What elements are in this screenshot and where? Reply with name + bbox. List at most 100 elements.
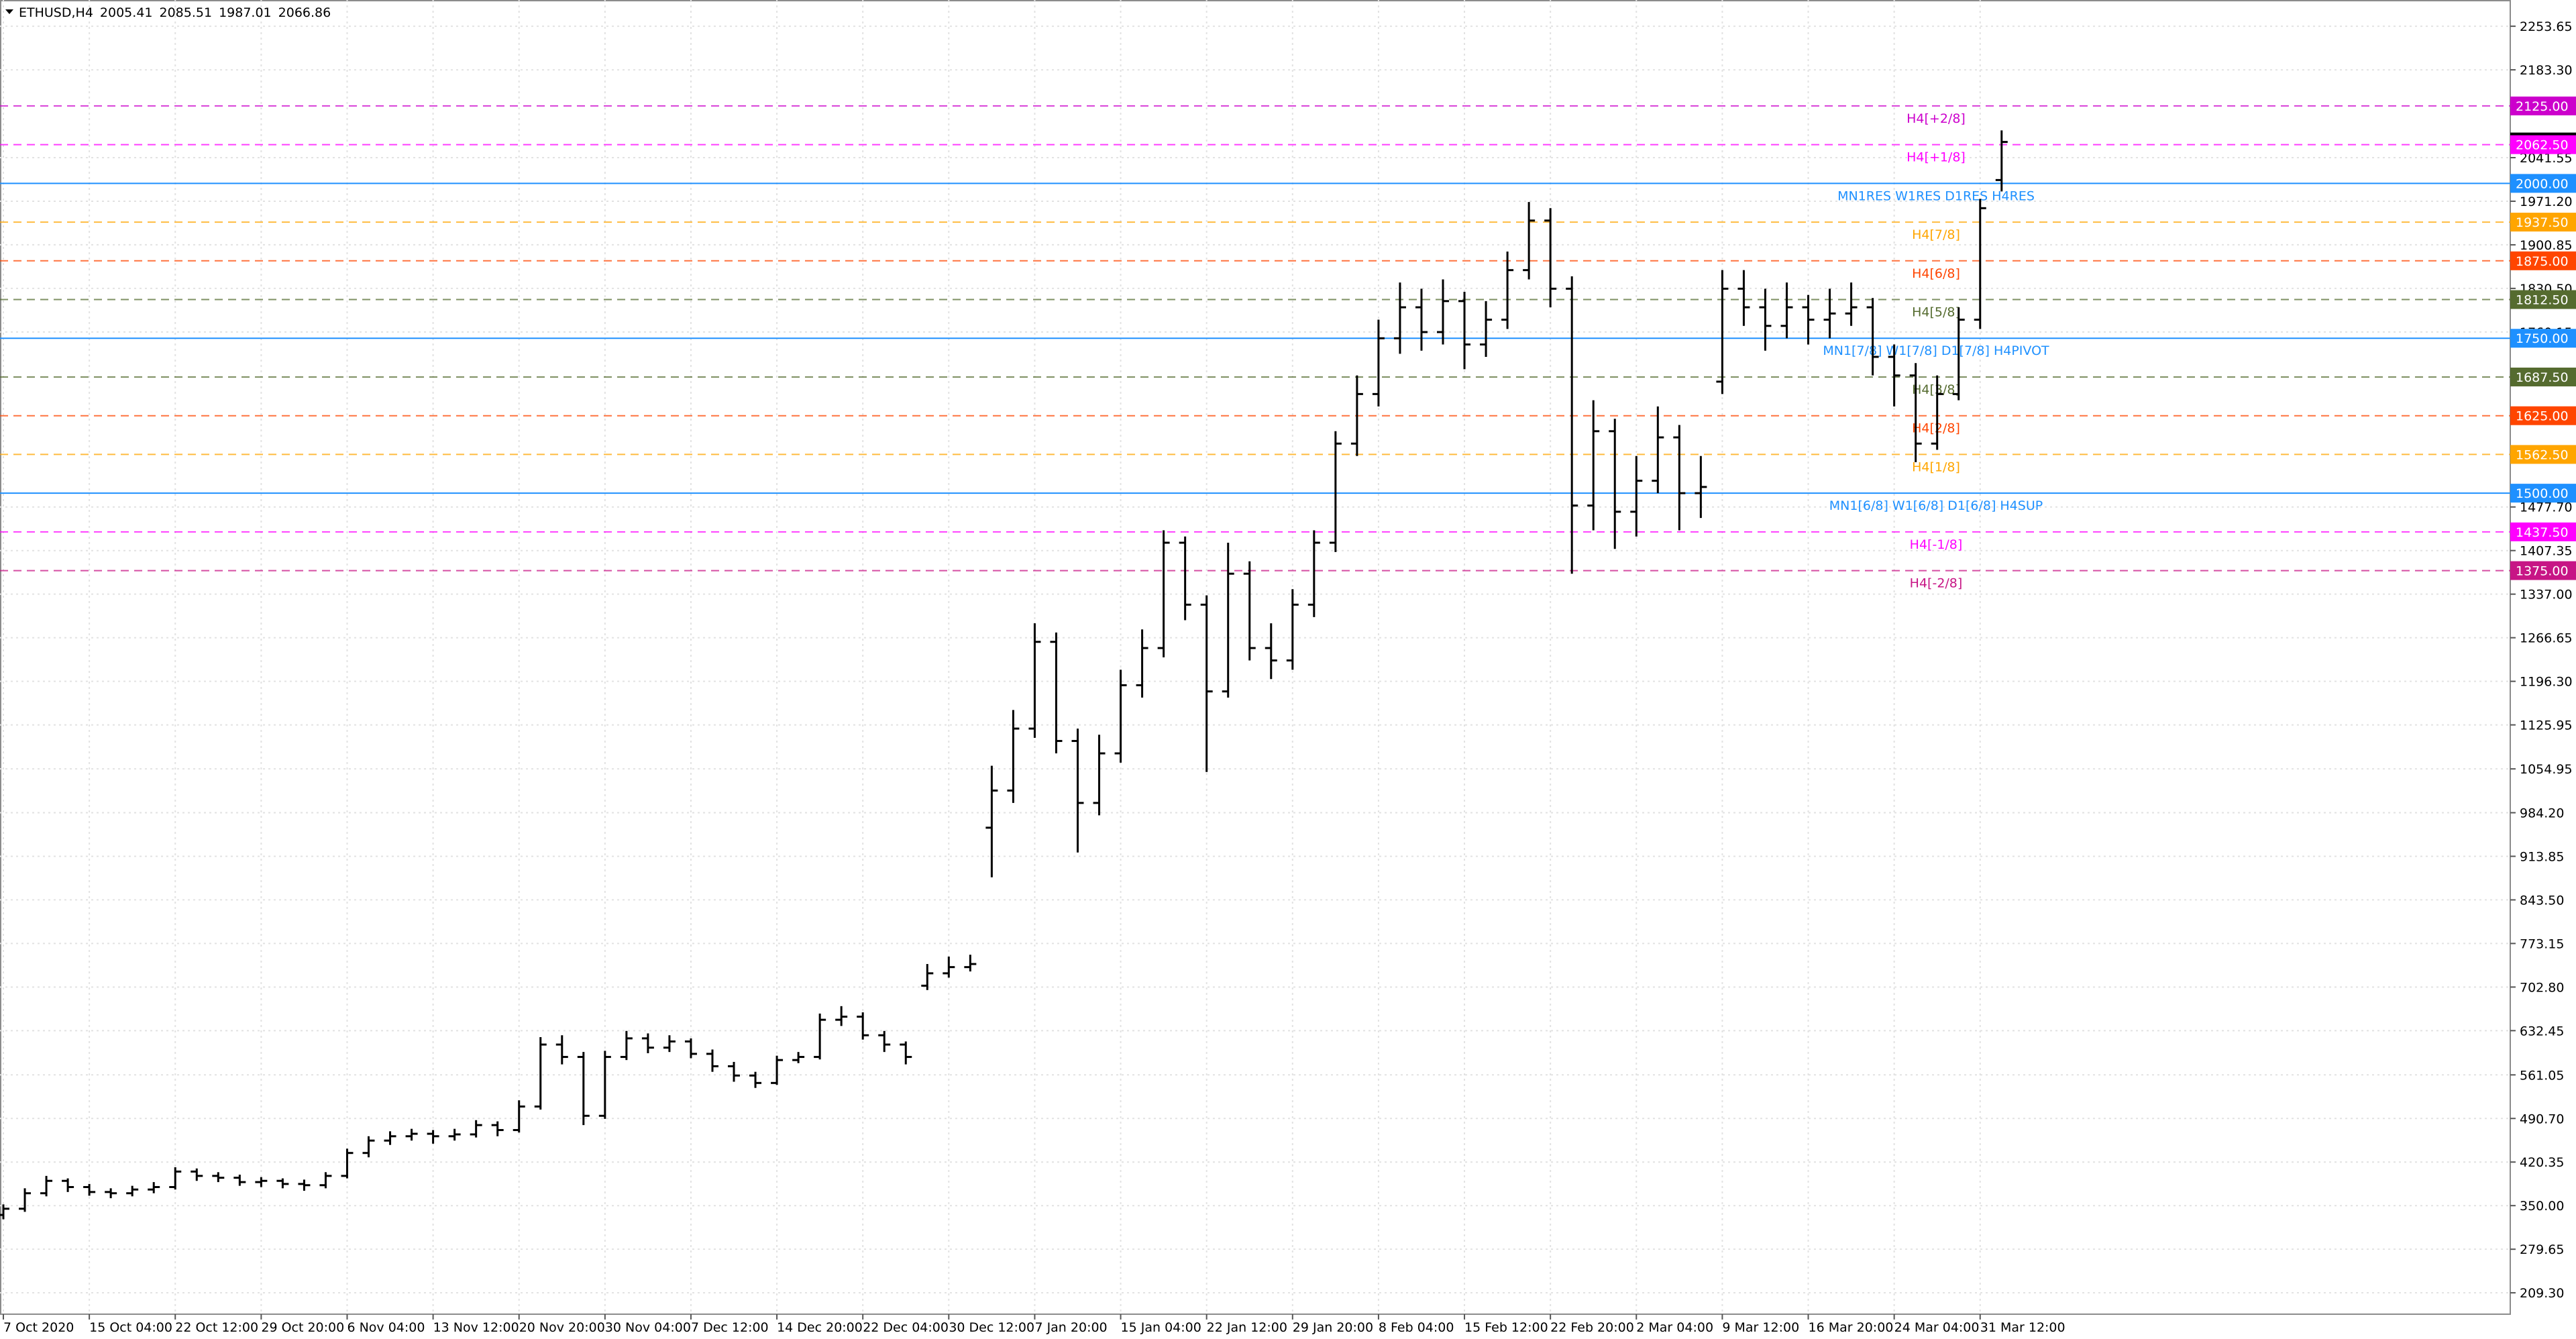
ohlc-bar [771, 1055, 784, 1085]
level-label: H4[5/8] [1912, 305, 1960, 320]
ohlc-bar [1307, 530, 1320, 617]
ohlc-bar [835, 1006, 848, 1026]
ohlc-bar [792, 1052, 805, 1063]
x-tick-label: 29 Jan 20:00 [1293, 1320, 1373, 1335]
x-tick-label: 6 Nov 04:00 [347, 1320, 425, 1335]
level-tag-label: 1875.00 [2516, 254, 2569, 269]
level-tag-label: 1375.00 [2516, 564, 2569, 579]
y-tick-label: 702.80 [2520, 980, 2564, 995]
ohlc-bar [19, 1188, 32, 1212]
level-tag [2510, 561, 2576, 580]
level-label: H4[6/8] [1912, 266, 1960, 281]
level-tag [2510, 96, 2576, 115]
ohlc-bar [1952, 307, 1965, 400]
header-open: 2005.41 [100, 5, 153, 20]
ohlc-bar [83, 1183, 96, 1196]
ohlc-bar [1823, 288, 1836, 339]
x-tick-label: 22 Dec 04:00 [863, 1320, 949, 1335]
ohlc-bar [1866, 298, 1879, 376]
ohlc-bar [513, 1100, 525, 1133]
y-tick-label: 632.45 [2520, 1024, 2564, 1038]
ohlc-bar [1845, 282, 1858, 326]
ohlc-bar [1136, 629, 1148, 698]
header-close: 2066.86 [278, 5, 331, 20]
ohlc-bar [233, 1175, 246, 1186]
ohlc-bar [878, 1030, 891, 1053]
ohlc-bar [706, 1049, 718, 1072]
x-tick-label: 31 Mar 12:00 [1980, 1320, 2065, 1335]
ohlc-bar [641, 1033, 654, 1054]
x-tick-label: 15 Jan 04:00 [1121, 1320, 1201, 1335]
ohlc-bar [1007, 710, 1020, 803]
y-tick-label: 1337.00 [2520, 588, 2573, 602]
ohlc-bar [319, 1172, 332, 1189]
x-tick-label: 22 Feb 20:00 [1550, 1320, 1634, 1335]
level-tag-label: 1812.50 [2516, 293, 2569, 308]
y-tick-label: 984.20 [2520, 806, 2564, 820]
ohlc-bar [1437, 279, 1450, 345]
level-tag-label: 1750.00 [2516, 331, 2569, 346]
ohlc-bar [405, 1128, 418, 1141]
y-tick-label: 843.50 [2520, 893, 2564, 908]
ohlc-bar [427, 1130, 439, 1144]
x-tick-label: 14 Dec 20:00 [777, 1320, 863, 1335]
ohlc-bar [1566, 276, 1578, 574]
level-label: MN1[6/8] W1[6/8] D1[6/8] H4SUP [1829, 498, 2043, 513]
ohlc-bar [663, 1035, 676, 1053]
ohlc-bar [728, 1061, 741, 1082]
ohlc-bar [40, 1175, 53, 1197]
ohlc-bar [1974, 199, 1986, 329]
level-label: H4[+2/8] [1907, 111, 1966, 126]
ohlc-bar [620, 1030, 633, 1061]
x-tick-label: 8 Feb 04:00 [1379, 1320, 1454, 1335]
ohlc-bar [384, 1131, 396, 1145]
ohlc-bar [1415, 288, 1428, 351]
ohlc-bar [1501, 251, 1514, 329]
ohlc-bar [814, 1013, 826, 1060]
y-tick-label: 350.00 [2520, 1199, 2564, 1214]
ohlc-bar [1587, 400, 1600, 531]
header-low: 1987.01 [219, 5, 272, 20]
ohlc-bar [362, 1136, 375, 1158]
ohlc-bar [749, 1071, 762, 1088]
ohlc-bar [1350, 375, 1363, 456]
y-tick-label: 1266.65 [2520, 631, 2573, 646]
level-label: H4[+1/8] [1907, 150, 1966, 165]
level-tag-label: 1437.50 [2516, 525, 2569, 540]
level-label: H4[7/8] [1912, 227, 1960, 242]
x-tick-label: 29 Oct 20:00 [261, 1320, 344, 1335]
level-tag-label: 1937.50 [2516, 215, 2569, 230]
ohlc-bar [1028, 623, 1041, 738]
y-tick-label: 561.05 [2520, 1068, 2564, 1083]
y-tick-label: 420.35 [2520, 1155, 2564, 1170]
ohlc-bar [900, 1041, 912, 1065]
ohlc-bar [577, 1052, 590, 1126]
level-tag [2510, 135, 2576, 154]
y-tick-label: 490.70 [2520, 1112, 2564, 1126]
ohlc-bar [491, 1121, 504, 1136]
ohlc-bar [1222, 543, 1234, 698]
x-tick-label: 7 Jan 20:00 [1034, 1320, 1107, 1335]
level-label: H4[-1/8] [1910, 537, 1963, 552]
ohlc-bar [1630, 456, 1643, 537]
x-tick-label: 22 Oct 12:00 [175, 1320, 258, 1335]
ohlc-bar [1652, 406, 1664, 494]
y-tick-label: 1407.35 [2520, 544, 2573, 559]
header-arrow [5, 9, 13, 14]
level-tag [2510, 329, 2576, 348]
ohlc-bar [1243, 561, 1256, 661]
x-tick-label: 22 Jan 12:00 [1207, 1320, 1287, 1335]
ohlc-bar [598, 1051, 611, 1119]
level-tag [2510, 445, 2576, 464]
ohlc-bar [1544, 208, 1557, 308]
ohlc-bar [985, 765, 998, 877]
ohlc-bar [1071, 729, 1084, 853]
level-label: H4[1/8] [1912, 460, 1960, 474]
ohlc-bar [169, 1167, 182, 1190]
ohlc-bar [555, 1035, 568, 1065]
y-tick-label: 773.15 [2520, 936, 2564, 951]
ohlc-bar [1780, 282, 1793, 339]
x-tick-label: 24 Mar 04:00 [1894, 1320, 1980, 1335]
